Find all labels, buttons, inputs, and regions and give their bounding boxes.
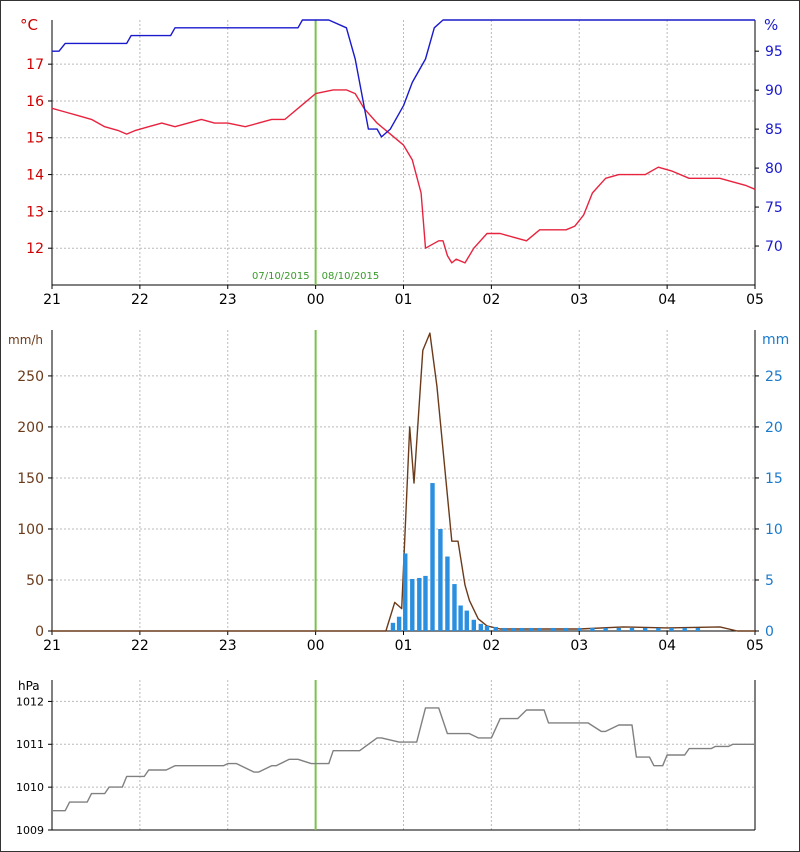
x-tick-label: 05 <box>746 638 764 654</box>
rain-amount-bar <box>511 627 516 631</box>
rain-amount-bar <box>452 584 457 631</box>
y-right-tick-label: 75 <box>765 200 783 216</box>
date-marker-label-before: 07/10/2015 <box>252 271 310 282</box>
x-tick-label: 05 <box>746 292 764 308</box>
x-tick-label: 00 <box>307 292 325 308</box>
y-right-tick-label: 20 <box>765 420 783 436</box>
rain-amount-bar <box>464 610 469 631</box>
humidity-line <box>52 19 755 138</box>
rain-rate-line <box>52 332 755 632</box>
x-tick-label: 04 <box>658 292 676 308</box>
rain-amount-bar <box>438 528 443 631</box>
x-tick-label: 23 <box>219 292 237 308</box>
rain-amount-bar <box>616 627 621 631</box>
rain-amount-bar <box>423 575 428 631</box>
y-left-tick-label: 250 <box>17 369 44 385</box>
y-left-tick-label: 16 <box>26 94 44 110</box>
rain-amount-bar <box>519 627 525 631</box>
x-tick-label: 01 <box>395 292 413 308</box>
rain-amount-bar <box>471 619 476 631</box>
rain-amount-bar <box>590 627 595 631</box>
x-tick-label: 02 <box>482 292 500 308</box>
y-right-tick-label: 25 <box>765 369 783 385</box>
y-left-tick-label: 150 <box>17 471 44 487</box>
x-tick-label: 02 <box>482 638 500 654</box>
rain-amount-bar <box>550 627 556 631</box>
rain-amount-bar <box>682 627 687 631</box>
y-right-tick-label: 70 <box>765 239 783 255</box>
rain-amount-bar <box>502 627 507 631</box>
y-left-unit-label: °C <box>20 16 38 34</box>
y-left-tick-label: 14 <box>26 167 44 183</box>
rain-amount-bar <box>695 627 701 631</box>
y-right-tick-label: 95 <box>765 44 783 60</box>
rain-amount-bar <box>484 625 490 631</box>
x-tick-label: 01 <box>395 638 413 654</box>
pressure-line <box>52 707 755 812</box>
rain-amount-bar <box>537 627 542 631</box>
y-right-tick-label: 5 <box>765 573 774 589</box>
rain-amount-bar <box>577 627 582 631</box>
y-left-tick-label: 100 <box>17 522 44 538</box>
rain-amount-bar <box>642 627 648 631</box>
rain-amount-bar <box>445 556 450 631</box>
y-right-tick-label: 0 <box>765 624 774 640</box>
x-tick-label: 03 <box>570 638 588 654</box>
rain-amount-bar <box>669 627 674 631</box>
y-right-tick-label: 15 <box>765 471 783 487</box>
rain-amount-bar <box>403 553 408 631</box>
y-right-tick-label: 80 <box>765 161 783 177</box>
date-marker-label-after: 08/10/2015 <box>322 271 380 282</box>
rain-amount-bar <box>528 627 534 631</box>
temperature-line <box>51 89 756 264</box>
y-left-tick-label: 17 <box>26 57 44 73</box>
rain-amount-bar <box>410 578 415 631</box>
rain-amount-bar <box>603 627 608 631</box>
rain-amount-bar <box>458 605 463 631</box>
x-tick-label: 21 <box>43 292 61 308</box>
y-left-tick-label: 13 <box>26 204 44 220</box>
rain-amount-bar <box>396 616 402 631</box>
y-left-tick-label: 12 <box>26 241 44 257</box>
y-left-tick-label: 1012 <box>16 695 44 708</box>
x-tick-label: 22 <box>131 292 149 308</box>
y-left-tick-label: 50 <box>26 573 44 589</box>
y-left-tick-label: 1010 <box>16 781 44 794</box>
y-right-unit-label: % <box>764 16 778 34</box>
rain-amount-bar <box>417 577 422 631</box>
rain-amount-bar <box>629 627 635 631</box>
y-left-tick-label: 200 <box>17 420 44 436</box>
x-tick-label: 00 <box>307 638 325 654</box>
x-tick-label: 03 <box>570 292 588 308</box>
y-right-unit-label: mm <box>762 332 789 348</box>
rain-amount-bar <box>478 623 484 631</box>
x-tick-label: 04 <box>658 638 676 654</box>
rain-amount-bar <box>656 627 661 631</box>
y-left-tick-label: 1009 <box>16 824 44 837</box>
rain-amount-bar <box>390 622 396 631</box>
y-left-tick-label: 0 <box>35 624 44 640</box>
x-tick-label: 22 <box>131 638 149 654</box>
y-left-unit-label: hPa <box>18 679 40 693</box>
y-left-tick-label: 15 <box>26 131 44 147</box>
rain-amount-bar <box>430 483 435 631</box>
rain-amount-bar <box>493 626 498 631</box>
x-tick-label: 23 <box>219 638 237 654</box>
y-right-tick-label: 85 <box>765 122 783 138</box>
rain-amount-bar <box>563 627 569 631</box>
x-tick-label: 21 <box>43 638 61 654</box>
y-left-unit-label: mm/h <box>8 333 43 347</box>
y-left-tick-label: 1011 <box>16 738 44 751</box>
y-right-tick-label: 90 <box>765 83 783 99</box>
y-right-tick-label: 10 <box>765 522 783 538</box>
